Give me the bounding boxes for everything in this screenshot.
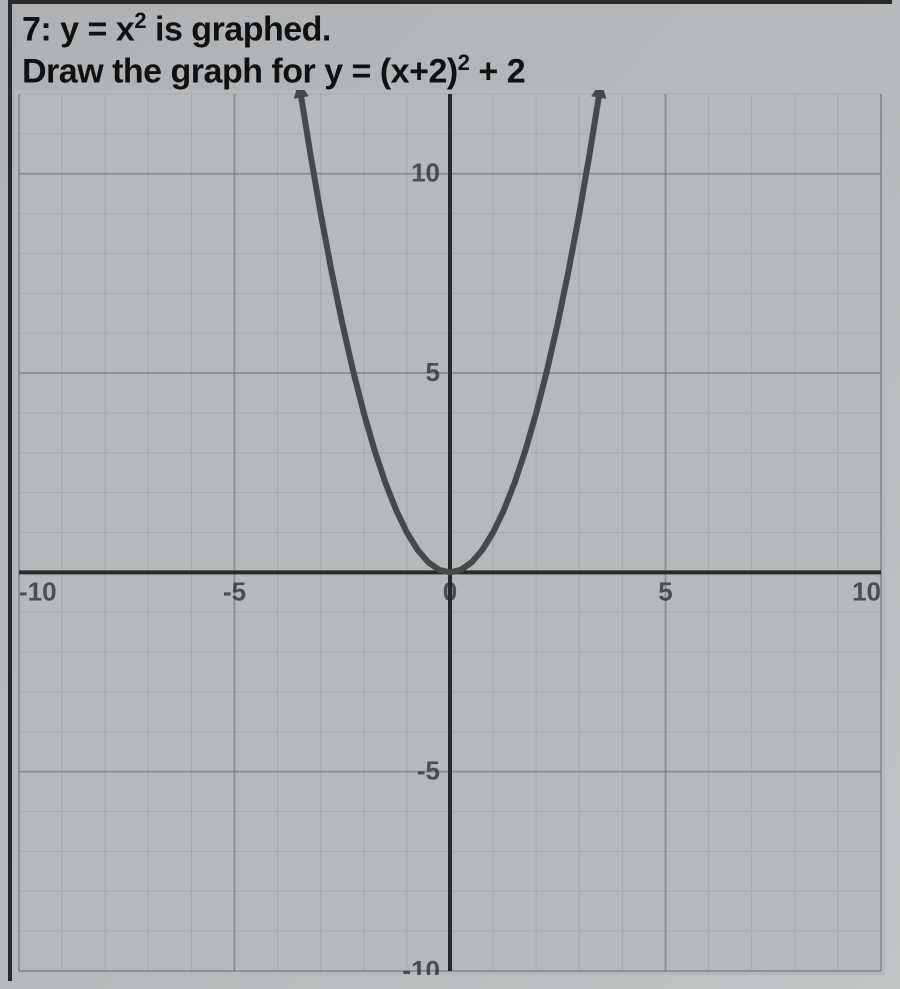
svg-text:5: 5 — [426, 357, 440, 387]
graph-svg: -10 -5 0 5 10 10 5 -5 -10 — [15, 90, 885, 975]
svg-text:-5: -5 — [223, 576, 246, 606]
graph-area: -10 -5 0 5 10 10 5 -5 -10 — [15, 90, 885, 975]
svg-text:-5: -5 — [417, 756, 440, 786]
svg-text:5: 5 — [658, 576, 672, 606]
svg-text:10: 10 — [852, 576, 881, 606]
question-line-2: Draw the graph for y = (x+2)2 + 2 — [22, 50, 880, 92]
svg-text:0: 0 — [443, 576, 457, 606]
question-text: 7: y = x2 is graphed. Draw the graph for… — [22, 8, 880, 92]
svg-text:-10: -10 — [19, 576, 57, 606]
worksheet-page: 7: y = x2 is graphed. Draw the graph for… — [0, 0, 900, 989]
svg-text:10: 10 — [411, 158, 440, 188]
svg-text:-10: -10 — [402, 955, 440, 975]
question-line-1: 7: y = x2 is graphed. — [22, 8, 880, 50]
